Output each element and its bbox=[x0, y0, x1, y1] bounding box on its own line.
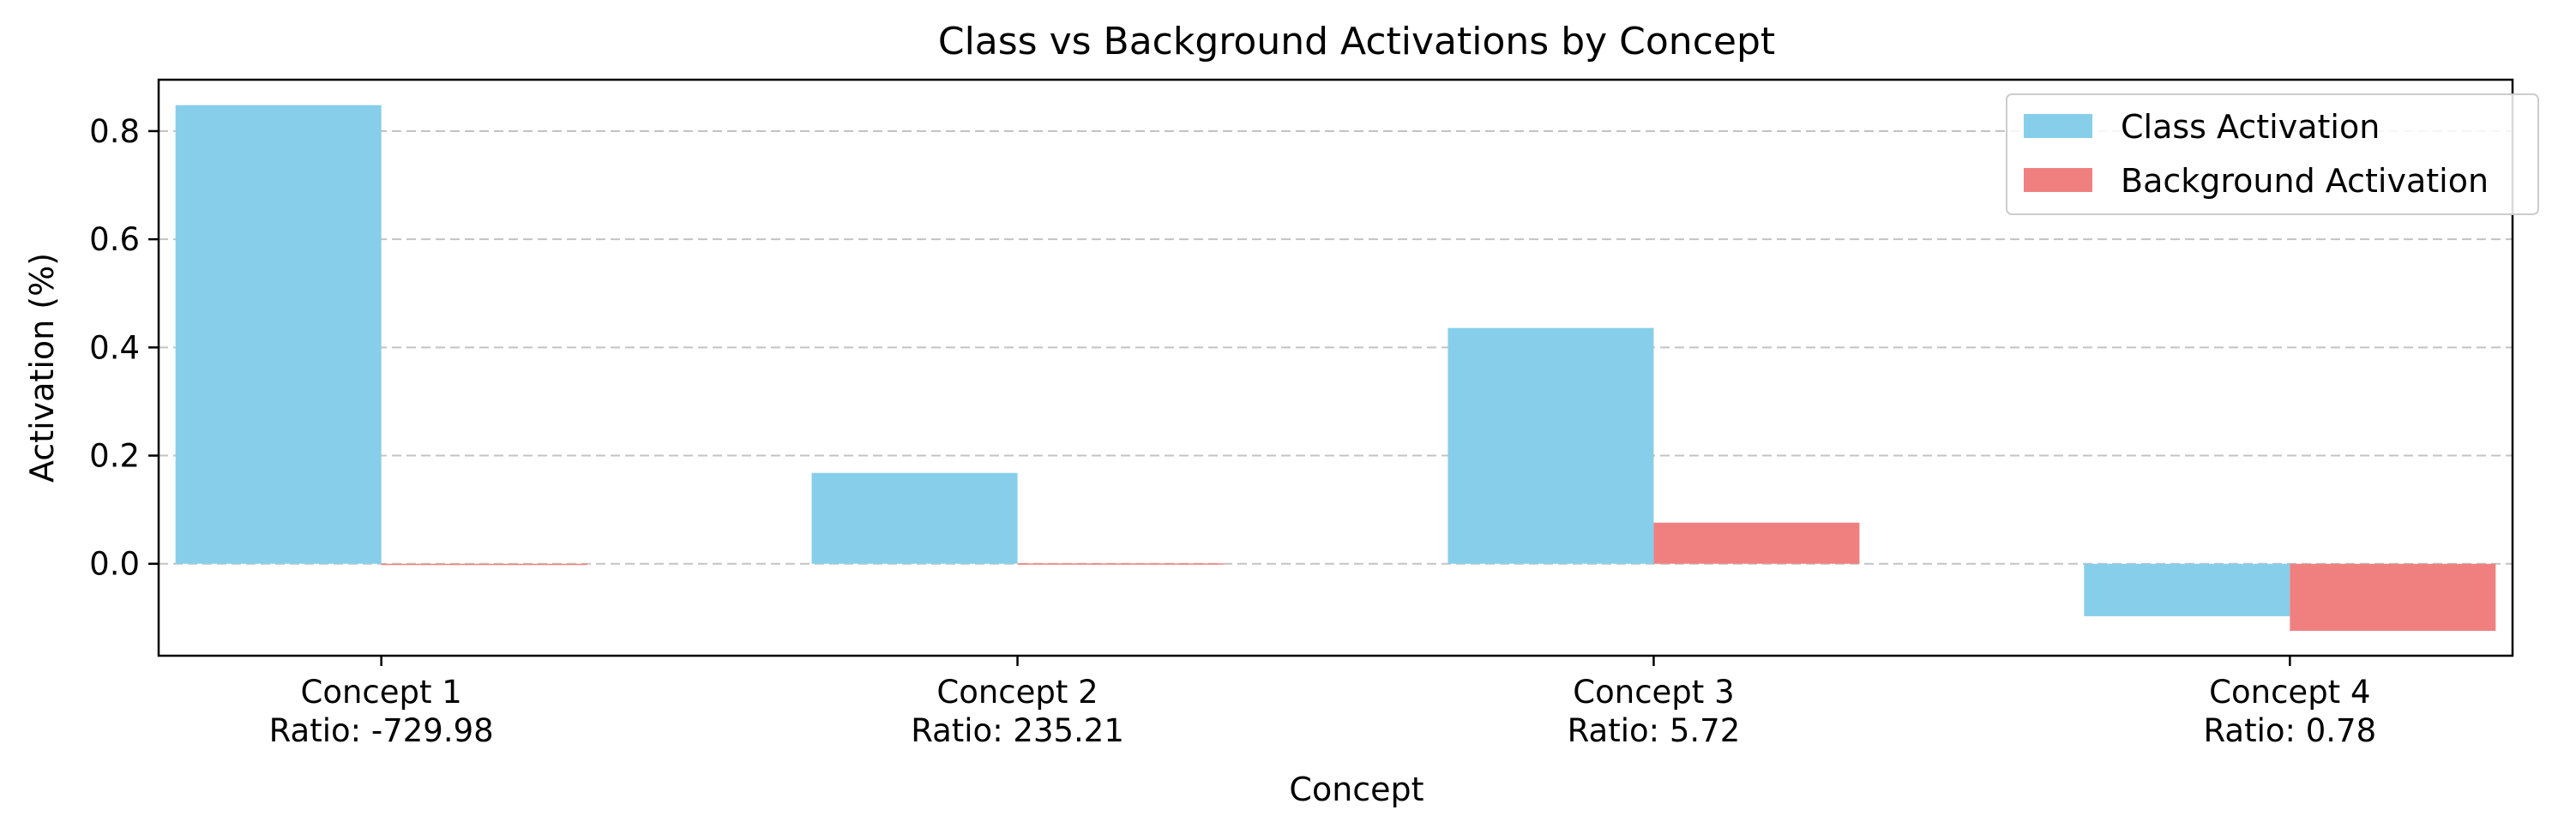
x-tick-label: Concept 3 bbox=[1573, 674, 1734, 711]
y-tick-label: 0.2 bbox=[89, 438, 140, 475]
x-tick-label: Concept 2 bbox=[936, 674, 1098, 711]
bar-background-activation-4 bbox=[2290, 563, 2496, 631]
bar-background-activation-1 bbox=[381, 563, 587, 566]
bar-class-activation-1 bbox=[175, 105, 382, 564]
legend-swatch-background-activation bbox=[2024, 168, 2092, 192]
x-tick-sublabel: Ratio: 5.72 bbox=[1568, 712, 1741, 749]
legend-box bbox=[2006, 93, 2539, 215]
y-tick-label: 0.6 bbox=[89, 221, 140, 258]
legend: Class Activation Background Activation bbox=[2006, 93, 2539, 215]
bar-class-activation-2 bbox=[811, 472, 1018, 564]
chart-title: Class vs Background Activations by Conce… bbox=[938, 20, 1775, 63]
x-tick-label: Concept 1 bbox=[300, 674, 461, 711]
x-tick-sublabel: Ratio: -729.98 bbox=[269, 712, 494, 749]
legend-label-background-activation: Background Activation bbox=[2121, 162, 2489, 200]
y-axis-ticks: 0.0 0.2 0.4 0.6 0.8 bbox=[89, 113, 159, 583]
x-tick-label: Concept 4 bbox=[2209, 674, 2370, 711]
x-tick-sublabel: Ratio: 235.21 bbox=[911, 712, 1124, 749]
bar-background-activation-2 bbox=[1017, 563, 1224, 565]
y-tick-label: 0.4 bbox=[89, 329, 140, 366]
bars-group bbox=[175, 105, 2496, 631]
y-tick-label: 0.0 bbox=[89, 546, 140, 583]
plot-frame bbox=[157, 78, 2514, 657]
bar-class-activation-3 bbox=[1447, 327, 1654, 564]
x-axis-label: Concept bbox=[1289, 771, 1423, 808]
legend-swatch-class-activation bbox=[2024, 114, 2092, 138]
y-axis-label: Activation (%) bbox=[23, 253, 61, 483]
y-tick-label: 0.8 bbox=[89, 113, 140, 150]
x-tick-sublabel: Ratio: 0.78 bbox=[2204, 712, 2377, 749]
bar-class-activation-4 bbox=[2084, 563, 2290, 616]
bar-background-activation-3 bbox=[1653, 522, 1860, 564]
legend-label-class-activation: Class Activation bbox=[2121, 108, 2380, 146]
